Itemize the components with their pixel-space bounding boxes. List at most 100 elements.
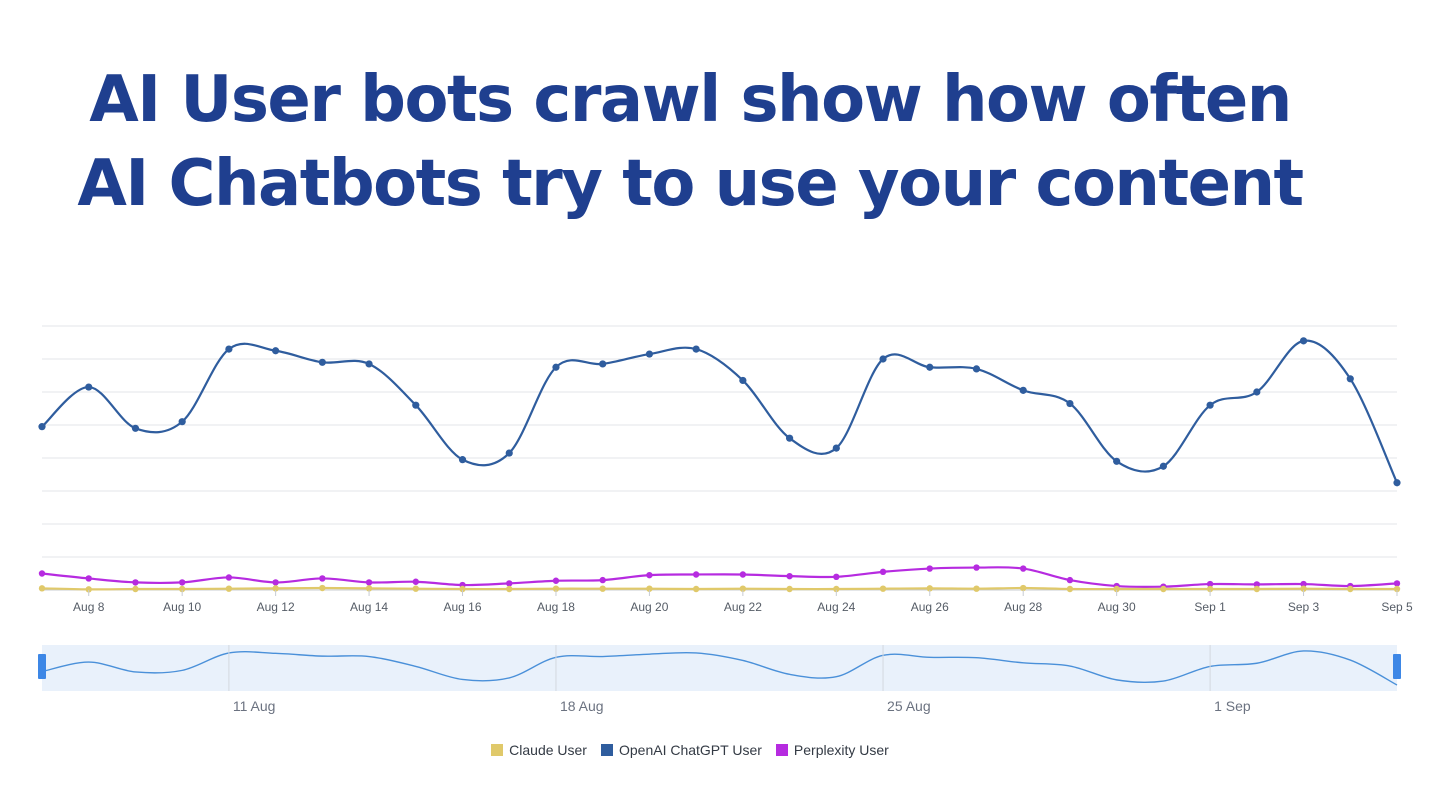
data-point-claude-user [646,585,653,592]
data-point-claude-user [786,585,793,593]
data-point-claude-user [1393,585,1401,593]
x-tick-label: Aug 8 [73,600,105,614]
data-point-perplexity-user [599,576,606,584]
navigator-handle-left[interactable] [38,654,46,679]
navigator-tick-label: 18 Aug [560,698,604,714]
x-tick-label: Aug 12 [257,600,295,614]
gridlines [42,325,1397,591]
x-tick-label: Aug 14 [350,600,388,614]
legend-swatch-openai-chatgpt-user [600,744,613,756]
data-point-perplexity-user [272,579,279,586]
data-point-perplexity-user [646,571,653,579]
legend-swatch-claude-user [491,744,504,756]
legend-item-claude-user[interactable]: Claude User [491,742,587,758]
data-point-claude-user [225,585,233,592]
data-point-openai-chatgpt-user [85,383,93,391]
data-point-claude-user [1300,585,1307,592]
data-point-perplexity-user [506,580,513,587]
data-point-claude-user [38,585,46,592]
data-point-openai-chatgpt-user [739,376,747,385]
data-point-openai-chatgpt-user [1206,401,1214,409]
series-line-openai-chatgpt-user [41,339,1399,484]
headline-line-1: AI User bots crawl show how often [89,63,1292,137]
navigator-tick-label: 1 Sep [1214,698,1251,714]
series-line-perplexity-user [41,566,1398,589]
x-axis: Aug 8 Aug 10 Aug 12 Aug 14 Aug 16 Aug 18 Aug 2… [73,590,1413,614]
data-point-perplexity-user [225,574,233,581]
x-tick-label: Sep 3 [1288,600,1320,614]
data-point-openai-chatgpt-user [599,360,607,368]
data-point-openai-chatgpt-user [832,444,840,452]
data-point-claude-user [926,585,933,592]
x-tick-label: Aug 22 [724,600,762,614]
data-point-perplexity-user [1020,565,1027,572]
data-point-perplexity-user [365,579,373,586]
navigator-handle-right[interactable] [1393,654,1401,679]
data-point-openai-chatgpt-user [38,423,46,431]
data-point-claude-user [692,585,700,593]
data-point-openai-chatgpt-user [412,401,420,409]
x-tick-label: Sep 1 [1194,600,1226,614]
data-point-claude-user [1206,585,1214,593]
data-point-perplexity-user [692,571,700,578]
data-point-openai-chatgpt-user [879,355,887,363]
data-point-claude-user [879,585,887,592]
data-point-perplexity-user [38,570,46,577]
x-tick-label: Aug 10 [163,600,201,614]
headline: AI User bots crawl show how often AI Cha… [0,58,1380,226]
data-point-perplexity-user [1066,576,1074,584]
data-point-claude-user [552,585,560,592]
data-point-perplexity-user [1206,580,1214,588]
data-point-claude-user [132,585,139,593]
data-point-openai-chatgpt-user [645,350,654,358]
data-point-claude-user [1113,585,1120,593]
data-point-claude-user [506,585,513,593]
data-point-openai-chatgpt-user [458,456,467,464]
data-point-openai-chatgpt-user [785,434,794,442]
data-point-claude-user [1066,585,1074,593]
data-point-perplexity-user [178,579,186,586]
data-point-perplexity-user [1300,580,1307,588]
data-point-claude-user [459,585,466,593]
series-layer [38,337,1401,593]
legend-label-perplexity-user: Perplexity User [793,742,889,758]
data-point-perplexity-user [552,577,560,584]
data-point-claude-user [973,585,980,592]
legend-item-perplexity-user[interactable]: Perplexity User [775,742,889,758]
data-point-claude-user [599,585,606,592]
legend-item-openai-chatgpt-user[interactable]: OpenAI ChatGPT User [600,742,762,758]
x-tick-label: Aug 18 [537,600,575,614]
data-point-openai-chatgpt-user [926,363,934,371]
data-point-claude-user [1347,585,1354,593]
navigator[interactable]: 11 Aug 18 Aug 25 Aug 1 Sep [38,645,1401,714]
x-tick-label: Aug 30 [1098,600,1136,614]
data-point-openai-chatgpt-user [1253,388,1261,396]
data-point-perplexity-user [739,571,747,578]
legend-swatch-perplexity-user [775,744,788,756]
data-point-openai-chatgpt-user [225,345,233,353]
data-point-claude-user [85,586,92,593]
x-tick-label: Aug 24 [817,600,855,614]
data-point-perplexity-user [319,575,326,582]
data-point-openai-chatgpt-user [1299,337,1308,345]
data-point-perplexity-user [786,572,793,580]
navigator-tick-label: 11 Aug [233,698,276,714]
x-tick-label: Sep 5 [1381,600,1413,614]
data-point-openai-chatgpt-user [1393,479,1401,487]
legend: Claude User OpenAI ChatGPT User Perplexi… [0,742,1380,758]
data-point-perplexity-user [879,568,887,576]
data-point-openai-chatgpt-user [318,358,326,366]
data-point-perplexity-user [926,565,933,572]
data-point-openai-chatgpt-user [972,365,981,373]
headline-line-2: AI Chatbots try to use your content [77,147,1304,221]
data-point-perplexity-user [132,579,139,586]
data-point-perplexity-user [1253,581,1261,588]
data-point-openai-chatgpt-user [552,363,560,371]
data-point-claude-user [1160,585,1167,593]
data-point-openai-chatgpt-user [1113,457,1121,465]
data-point-openai-chatgpt-user [505,449,513,457]
data-point-perplexity-user [1393,580,1401,587]
data-point-claude-user [833,585,840,593]
x-tick-label: Aug 26 [911,600,949,614]
